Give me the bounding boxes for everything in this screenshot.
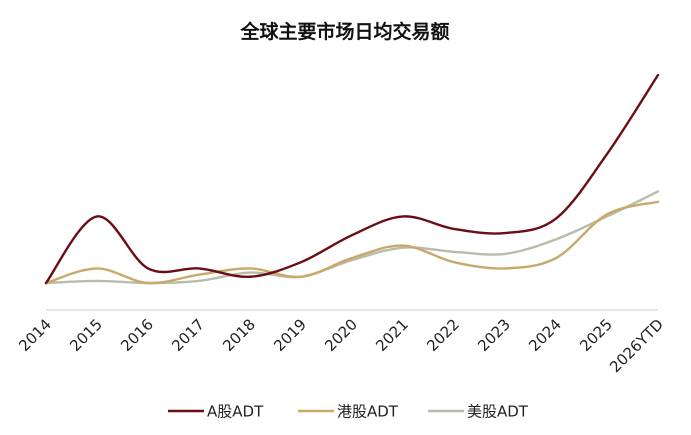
x-tick-label: 2026YTD [606,315,667,376]
x-tick-label: 2020 [321,315,361,355]
legend-label: 美股ADT [467,403,529,421]
legend-item-2: 美股ADT [428,403,529,421]
legend: A股ADT 港股ADT 美股ADT [168,403,529,421]
x-tick-label: 2023 [474,315,514,355]
legend-item-0: A股ADT [168,403,264,421]
x-tick-label: 2015 [66,315,106,355]
legend-label: 港股ADT [337,403,399,421]
series-line-0 [44,73,660,285]
chart-title: 全球主要市场日均交易额 [239,20,449,43]
x-tick-label: 2019 [270,315,310,355]
x-tick-label: 2021 [372,315,412,355]
series-line-1 [44,200,660,285]
x-tick-labels: 2014 2015 2016 2017 2018 2019 2020 2021 2022 2023… [15,315,667,376]
series-line-2 [44,190,660,285]
legend-item-1: 港股ADT [298,403,399,421]
series-layer [44,73,660,285]
x-tick-label: 2025 [576,315,616,355]
x-tick-label: 2024 [525,315,565,355]
x-tick-label: 2018 [219,315,259,355]
legend-label: A股ADT [207,403,264,421]
x-tick-label: 2016 [117,315,157,355]
x-tick-label: 2014 [15,315,55,355]
x-tick-label: 2017 [168,315,208,355]
x-tick-label: 2022 [423,315,463,355]
